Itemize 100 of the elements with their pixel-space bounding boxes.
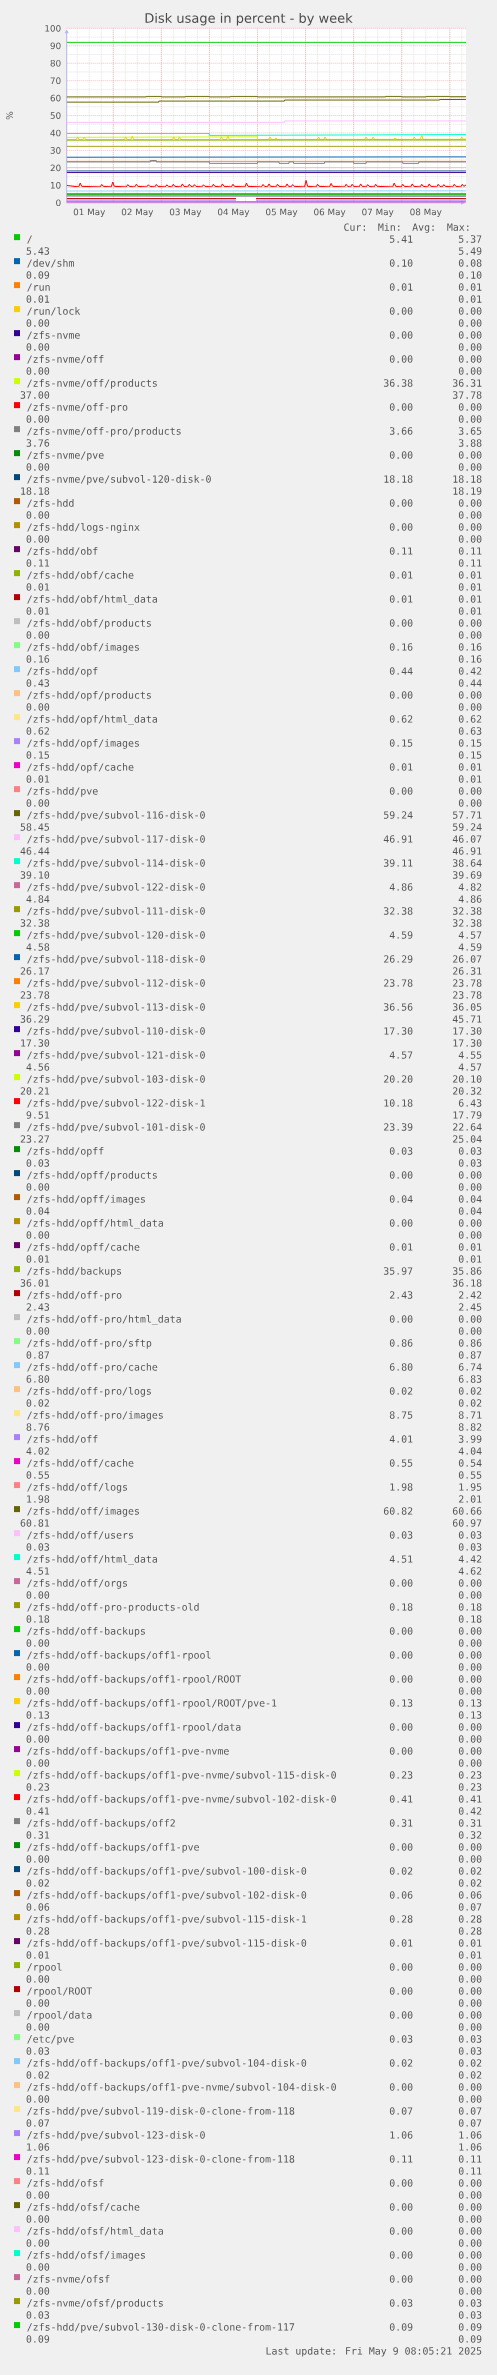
text: 0.00 (389, 331, 413, 339)
text: 0.44 (458, 679, 482, 687)
text: 0.00 (458, 2095, 482, 2103)
text: 4.57 (458, 1063, 482, 1071)
text: 0.00 (458, 1675, 482, 1683)
text: 0.00 (26, 1975, 50, 1983)
text: 9.51 (26, 1111, 50, 1119)
text: 0.00 (458, 799, 482, 807)
text: 0.07 (389, 2107, 413, 2115)
legend-label: /etc/pve (27, 2035, 74, 2045)
legend-label: /zfs-hdd/off-pro/cache (27, 1363, 158, 1373)
text: 39.10 (20, 871, 50, 879)
text: 0.03 (458, 1147, 482, 1155)
text: 0.00 (26, 343, 50, 351)
text: 4.86 (389, 883, 413, 891)
text: 0.62 (26, 727, 49, 735)
text: 0.00 (458, 307, 482, 315)
text: 0.00 (26, 415, 50, 423)
text: 1.06 (27, 2143, 50, 2151)
legend-label: /run (27, 283, 50, 292)
text: 0.00 (26, 2191, 50, 2199)
text: 0.06 (26, 1903, 50, 1911)
text: 4.51 (26, 1567, 50, 1575)
text: 2.45 (458, 1303, 482, 1311)
text: 2.43 (26, 1303, 50, 1311)
text: 3.88 (458, 439, 482, 447)
text: 0.00 (26, 799, 50, 807)
text: 0.23 (26, 1783, 50, 1791)
legend-label: /zfs-nvme/ofsf/products (27, 2299, 163, 2309)
text: 23.78 (20, 991, 50, 999)
text: 0.00 (458, 319, 482, 327)
text: 5.43 (26, 247, 50, 255)
text: 0.11 (458, 547, 482, 555)
legend-label: /run/lock (27, 307, 81, 316)
text: 6.80 (389, 1363, 413, 1371)
text: 0.00 (26, 2239, 50, 2247)
text: 0.00 (389, 2203, 413, 2211)
legend-label: /zfs-hdd/pve/subvol-116-disk-0 (27, 811, 205, 821)
text: 0.00 (458, 1663, 482, 1671)
text: 0.00 (458, 1723, 482, 1731)
text: 18.18 (384, 475, 413, 483)
text: 0.18 (389, 1603, 413, 1611)
text: 0.00 (26, 1855, 50, 1863)
text: 0.00 (26, 703, 50, 711)
text: 0.00 (389, 499, 413, 507)
text: 8.75 (389, 1411, 413, 1419)
text: 4.56 (26, 1063, 50, 1071)
text: 0.10 (389, 259, 413, 267)
text: 0.00 (458, 1315, 482, 1323)
text: 60.66 (452, 1507, 482, 1515)
text: 0.03 (26, 1159, 50, 1167)
text: 0.01 (389, 1939, 413, 1947)
text: 0.00 (458, 2251, 482, 2259)
text: 0.00 (458, 787, 482, 795)
text: 0.55 (26, 1471, 49, 1479)
text: 0.00 (389, 2179, 413, 2187)
text: 0.16 (458, 643, 482, 651)
text: 0.00 (389, 619, 413, 627)
text: 2.43 (389, 1291, 413, 1299)
text: 4.86 (458, 895, 482, 903)
legend-label: /zfs-hdd/off-backups/off1-pve-nvme/subvol-104-disk-0 (27, 2083, 336, 2093)
text: 0.03 (458, 1531, 482, 1539)
text: 3.76 (26, 439, 50, 447)
text: 0.15 (26, 751, 49, 759)
text: 0.00 (26, 1183, 50, 1191)
text: 0.02 (389, 1867, 413, 1875)
text: 0.01 (26, 607, 50, 615)
text: 8.82 (458, 1423, 482, 1431)
legend-label: /zfs-hdd/pve/subvol-111-disk-0 (27, 907, 205, 917)
legend-label: /zfs-hdd/opff (27, 1147, 104, 1157)
text: 0.00 (389, 2227, 413, 2235)
text: 0.01 (458, 607, 482, 615)
text: 0.00 (458, 415, 482, 423)
text: 4.55 (458, 1051, 482, 1059)
text: 0.02 (26, 1879, 49, 1887)
text: 0.00 (26, 367, 50, 375)
text: 45.71 (452, 1015, 482, 1023)
text: 8.71 (458, 1411, 482, 1419)
x-tick-label: 02 May (121, 208, 154, 217)
legend-label: /zfs-hdd/pve/subvol-117-disk-0 (27, 835, 205, 845)
text: 0.00 (389, 1651, 413, 1659)
legend-label: /zfs-hdd/off-backups/off1-pve/subvol-100-disk-0 (27, 1867, 307, 1877)
text: 0.18 (458, 1615, 482, 1623)
text: 0.00 (458, 2011, 482, 2019)
text: 0.04 (458, 1195, 482, 1203)
text: 0.00 (389, 403, 413, 411)
text: 32.38 (452, 907, 482, 915)
legend-label: /zfs-hdd/obf/images (27, 643, 139, 653)
text: 0.43 (26, 679, 50, 687)
text: 0.00 (458, 1219, 482, 1227)
legend-label: /zfs-hdd/off (27, 1435, 98, 1444)
text: 3.66 (389, 427, 413, 435)
text: 0.00 (26, 319, 50, 327)
text: 0.00 (458, 1327, 482, 1335)
legend-label: /zfs-nvme/pve/subvol-120-disk-0 (27, 475, 211, 485)
text: 60.97 (452, 1519, 482, 1527)
text: 17.30 (384, 1027, 413, 1035)
text: 4.84 (26, 895, 50, 903)
text: 0.00 (458, 355, 482, 363)
text: 0.01 (458, 283, 482, 291)
